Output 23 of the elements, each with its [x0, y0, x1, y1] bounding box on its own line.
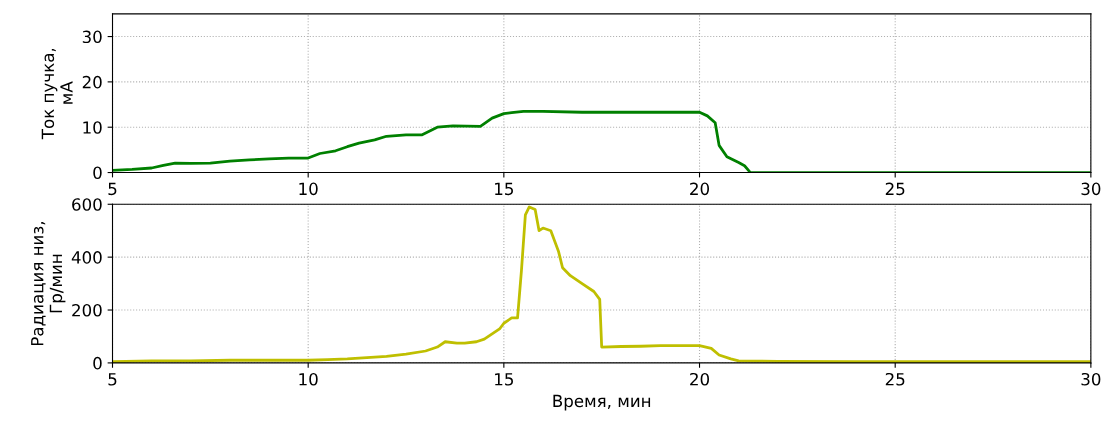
y-tick-label: 400	[71, 251, 102, 264]
y-tick-label: 0	[93, 356, 102, 370]
y-tick-label: 20	[82, 75, 102, 89]
x-tick-label: 5	[108, 182, 117, 196]
y-axis-title: Радиация низ, Гр/мин	[31, 222, 66, 346]
x-tick-label: 10	[299, 372, 318, 386]
x-axis-title: Время, мин	[553, 394, 651, 411]
x-tick-label: 15	[495, 182, 513, 196]
x-tick-label: 15	[495, 373, 513, 386]
y-tick-label: 600	[72, 198, 102, 211]
x-tick-label: 20	[690, 372, 710, 386]
y-axis-title: Ток пучка, мА	[41, 48, 73, 140]
y-tick-label: 10	[83, 121, 102, 134]
x-tick-label: 20	[690, 182, 710, 196]
x-tick-label: 25	[885, 182, 905, 196]
x-tick-label: 5	[108, 373, 117, 386]
y-tick-label: 30	[82, 30, 102, 44]
x-tick-label: 30	[1081, 372, 1101, 386]
y-tick-label: 0	[93, 166, 102, 180]
x-tick-label: 25	[885, 372, 905, 386]
y-tick-label: 200	[72, 303, 102, 317]
x-tick-label: 10	[299, 182, 318, 196]
x-tick-label: 30	[1081, 182, 1101, 196]
